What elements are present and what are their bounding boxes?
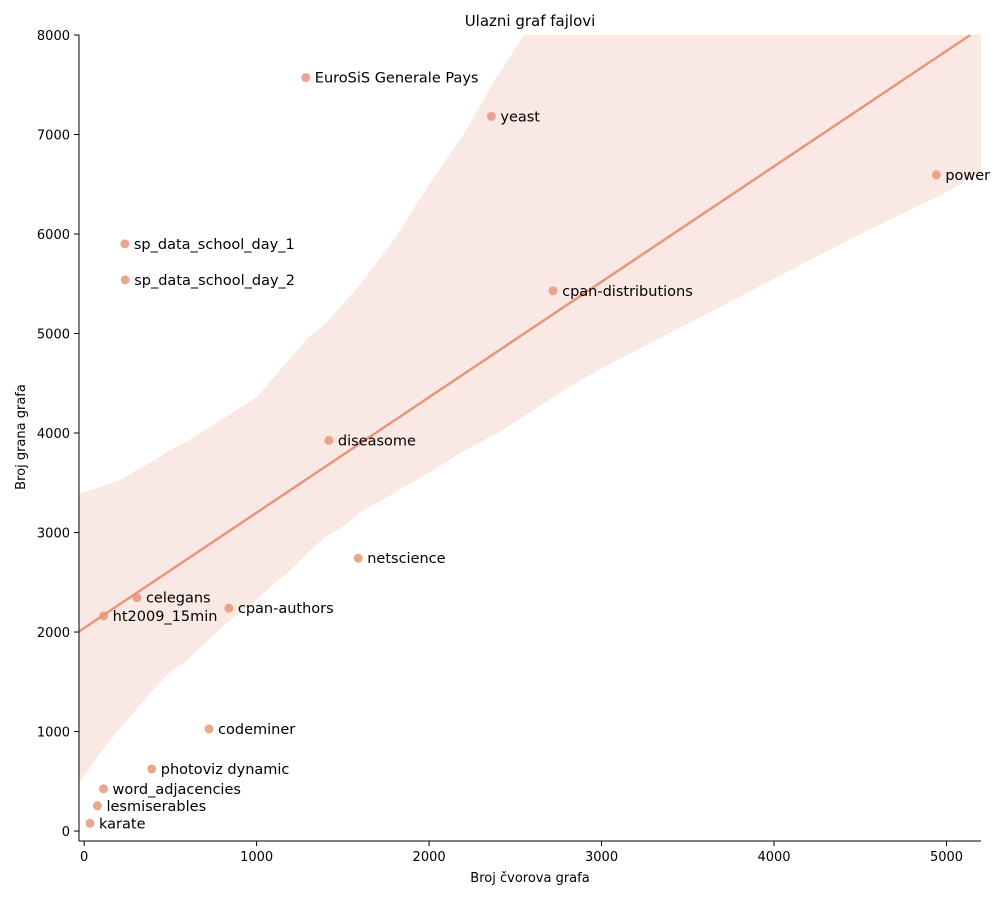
data-point (931, 170, 941, 180)
point-label: sp_data_school_day_2 (134, 273, 295, 289)
point-labels: EuroSiS Generale Pays yeast power sp_data_s… (99, 71, 990, 833)
point-label: cpan-distributions (562, 284, 693, 300)
y-tick-label: 4000 (37, 427, 70, 442)
point-label: photoviz dynamic (161, 762, 290, 778)
data-point (92, 801, 102, 811)
x-axis-label: Broj čvorova grafa (470, 871, 589, 886)
point-label: lesmiserables (106, 799, 206, 815)
x-tick-label: 0 (80, 850, 88, 865)
data-point (98, 784, 108, 794)
regression-fit-line (78, 33, 971, 633)
data-point (120, 275, 130, 285)
point-label: word_adjacencies (112, 782, 240, 798)
x-tick-label: 1000 (240, 850, 273, 865)
x-tick-label: 5000 (930, 850, 963, 865)
y-tick-label: 0 (62, 825, 70, 840)
data-point (204, 724, 214, 734)
data-point (548, 286, 558, 296)
point-label: celegans (146, 591, 211, 607)
point-label: diseasome (338, 433, 416, 449)
data-point (120, 239, 130, 249)
data-point (147, 764, 157, 774)
point-label: karate (99, 816, 146, 832)
point-label: power (945, 168, 990, 184)
y-tick-label: 3000 (37, 527, 70, 542)
data-point (301, 73, 311, 83)
x-tick-label: 4000 (757, 850, 790, 865)
regression-line (78, 33, 971, 633)
data-points (85, 73, 941, 828)
x-tick-label: 2000 (413, 850, 446, 865)
data-point (132, 593, 142, 603)
y-tick-label: 6000 (37, 228, 70, 243)
point-label: sp_data_school_day_1 (134, 237, 295, 253)
point-label: ht2009_15min (113, 609, 218, 625)
x-tick-label: 3000 (585, 850, 618, 865)
axes: 0 1000 2000 3000 4000 5000 0 1000 2000 3000 4000 50… (37, 29, 981, 865)
data-point (353, 553, 363, 563)
data-point (224, 603, 234, 613)
ci-band-area (79, 35, 981, 784)
y-axis-label: Broj grana grafa (14, 384, 29, 490)
y-tick-label: 5000 (37, 328, 70, 343)
data-point (85, 818, 95, 828)
point-label: EuroSiS Generale Pays (315, 71, 479, 87)
point-label: codeminer (218, 722, 295, 738)
point-label: yeast (500, 109, 540, 125)
data-point (99, 611, 109, 621)
point-label: netscience (367, 551, 445, 567)
data-point (486, 111, 496, 121)
point-label: cpan-authors (238, 601, 334, 617)
chart-title: Ulazni graf fajlovi (465, 12, 596, 30)
confidence-band (79, 35, 981, 784)
y-tick-label: 1000 (37, 726, 70, 741)
y-tick-label: 8000 (37, 29, 70, 44)
data-point (324, 435, 334, 445)
y-tick-label: 7000 (37, 129, 70, 144)
y-tick-label: 2000 (37, 626, 70, 641)
